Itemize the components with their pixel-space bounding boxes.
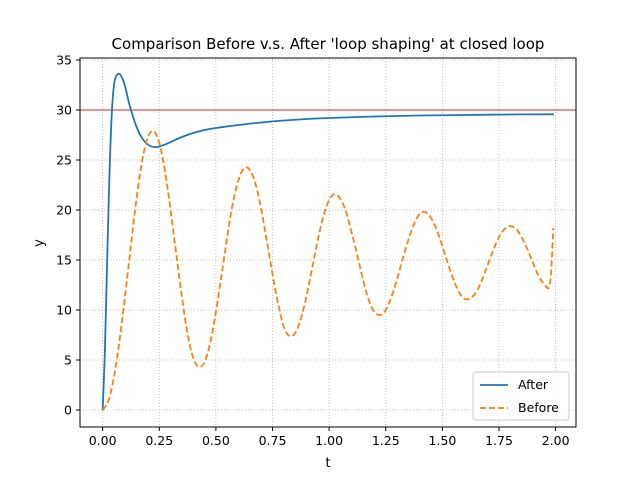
legend: After Before [472, 371, 570, 421]
series-line-after [101, 72, 555, 411]
legend-box [472, 371, 570, 421]
x-axis-ticks: 0.00 0.25 0.50 0.75 1.00 1.25 1.50 1.75 2.00 [89, 427, 570, 448]
y-tick-label: 35 [56, 53, 72, 68]
axes-frame [79, 57, 577, 428]
legend-label-after: After [518, 377, 549, 392]
x-tick-label: 0.75 [259, 433, 287, 448]
x-tick-label: 0.50 [202, 433, 230, 448]
x-tick-label: 1.00 [315, 433, 343, 448]
chart-title: Comparison Before v.s. After 'loop shapi… [112, 35, 545, 53]
x-tick-label: 2.00 [542, 433, 570, 448]
x-tick-label: 0.00 [89, 433, 117, 448]
y-tick-label: 30 [56, 103, 72, 118]
legend-label-before: Before [518, 400, 559, 415]
series-line-before [101, 129, 555, 411]
y-tick-label: 25 [56, 153, 72, 168]
y-tick-label: 5 [64, 353, 72, 368]
x-tick-label: 1.25 [372, 433, 400, 448]
x-tick-label: 1.50 [428, 433, 456, 448]
x-tick-label: 1.75 [485, 433, 513, 448]
y-tick-label: 0 [64, 403, 72, 418]
y-axis-label: y [32, 239, 47, 247]
y-tick-label: 15 [56, 253, 72, 268]
series-layer [101, 72, 555, 411]
x-axis-label: t [325, 456, 330, 471]
x-tick-label: 0.25 [145, 433, 173, 448]
y-tick-label: 20 [56, 203, 72, 218]
y-tick-label: 10 [56, 303, 72, 318]
y-axis-ticks: 0 5 10 15 20 25 30 35 [56, 53, 80, 418]
